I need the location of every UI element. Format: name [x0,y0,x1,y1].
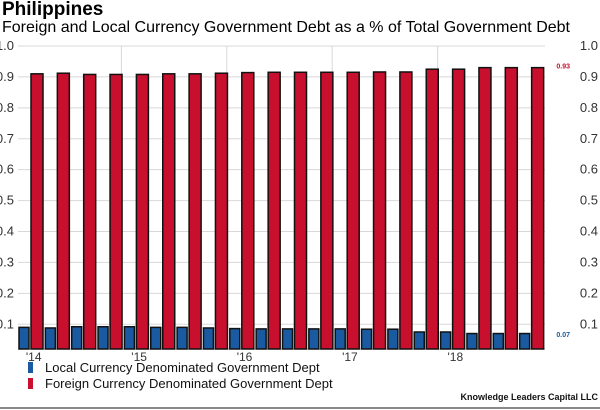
chart-subtitle: Foreign and Local Currency Government De… [2,19,570,36]
bar-foreign [56,72,71,350]
x-tick-label: '14 [26,350,42,364]
x-tick-label: '18 [448,350,464,364]
x-tick-label: '15 [131,350,147,364]
y-tick-right: 0.2 [580,285,598,300]
bar-foreign [188,73,202,350]
bar-local [413,331,425,350]
y-tick-right: 0.9 [580,69,598,84]
bar-local [518,332,531,350]
legend-label-foreign: Foreign Currency Denominated Government … [45,376,333,391]
bar-foreign [478,66,492,350]
legend-item-local: Local Currency Denominated Government De… [28,360,320,375]
bar-local [176,326,188,350]
bar-foreign [214,72,229,350]
bar-local [466,332,478,350]
y-tick-right: 0.7 [580,131,598,146]
bar-foreign [162,73,176,350]
bar-foreign [267,71,281,350]
bar-foreign [399,71,413,350]
y-tick-left: 0.3 [0,254,14,269]
bar-local [44,327,57,350]
chart-title: Philippines [2,0,104,20]
y-tick-left: 0.9 [0,69,14,84]
bar-local [360,328,373,350]
bar-local [123,325,136,350]
x-tick-label: '16 [237,350,253,364]
bar-foreign [293,71,308,350]
bar-foreign [109,73,123,350]
y-tick-right: 0.6 [580,162,598,177]
y-tick-right: 0.5 [580,193,598,208]
bar-foreign [30,73,44,350]
bar-local [281,328,294,350]
bar-local [229,327,241,350]
last-value-foreign: 0.93 [556,64,570,71]
bar-foreign [504,66,519,350]
bar-local [70,325,83,350]
y-tick-right: 0.4 [580,224,598,239]
last-value-local: 0.07 [556,332,570,339]
credit: Knowledge Leaders Capital LLC [460,392,598,402]
y-tick-left: 0.4 [0,224,14,239]
legend-label-local: Local Currency Denominated Government De… [45,360,320,375]
bar-foreign [346,71,360,350]
x-tick-label: '17 [342,350,358,364]
bar-local [18,326,30,350]
bar-local [387,328,399,350]
y-tick-left: 0.1 [0,316,14,331]
bar-local [202,327,215,350]
legend-swatch-local [28,362,33,373]
divider [0,407,600,409]
bar-local [334,328,346,350]
bar-foreign [530,66,545,350]
bar-foreign [82,73,97,350]
bar-foreign [135,73,150,350]
y-tick-left: 0.5 [0,193,14,208]
bar-foreign [241,71,255,350]
bar-local [97,325,109,350]
bar-local [150,326,162,350]
y-tick-right: 0.8 [580,100,598,115]
bar-foreign [372,71,387,350]
bar-foreign [451,68,466,350]
legend-swatch-foreign [28,378,33,389]
bar-local [308,328,320,350]
y-tick-right: 1.0 [580,38,598,53]
legend-item-foreign: Foreign Currency Denominated Government … [28,376,333,391]
y-tick-right: 0.1 [580,316,598,331]
bar-local [439,331,452,350]
bar-foreign [320,71,334,350]
bar-local [492,332,505,350]
bar-local [255,328,267,350]
y-tick-right: 0.3 [580,254,598,269]
y-tick-left: 0.7 [0,131,14,146]
y-tick-left: 1.0 [0,38,14,53]
bar-foreign [425,68,439,350]
y-tick-left: 0.6 [0,162,14,177]
y-tick-left: 0.8 [0,100,14,115]
y-tick-left: 0.2 [0,285,14,300]
